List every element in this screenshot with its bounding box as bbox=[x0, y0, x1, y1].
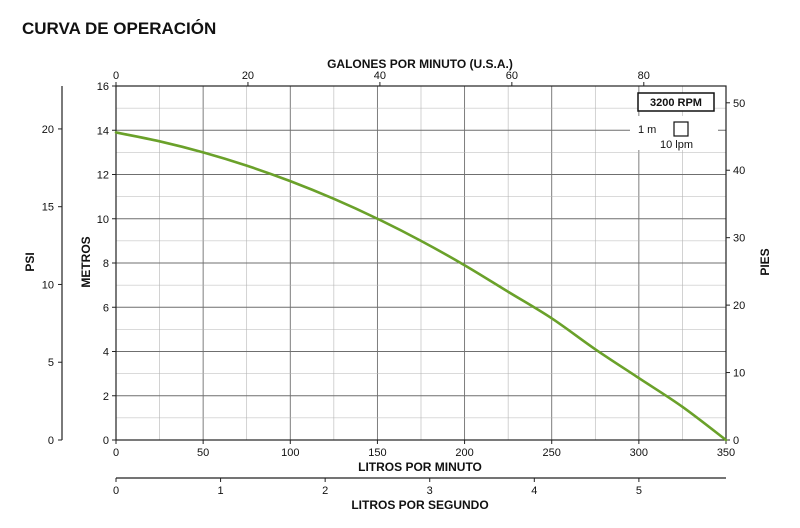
bottom-tick-label: 350 bbox=[717, 447, 735, 459]
left-tick-label: 0 bbox=[103, 435, 109, 447]
bottom-tick-label: 50 bbox=[197, 447, 209, 459]
psi-tick-label: 10 bbox=[42, 279, 54, 291]
bottom-axis-label: LITROS POR MINUTO bbox=[358, 460, 482, 474]
left-tick-label: 12 bbox=[97, 170, 109, 182]
top-tick-label: 80 bbox=[638, 70, 650, 82]
bottom-tick-label: 300 bbox=[630, 447, 648, 459]
bottom-tick-label: 200 bbox=[455, 447, 473, 459]
rpm-label: 3200 RPM bbox=[650, 97, 702, 109]
psi-tick-label: 20 bbox=[42, 124, 54, 136]
bottom-tick-label: 100 bbox=[281, 447, 299, 459]
scale-key-vertical: 1 m bbox=[638, 124, 656, 136]
scale-key: 1 m 10 lpm bbox=[630, 116, 718, 151]
bottom2-tick-label: 4 bbox=[531, 485, 537, 497]
series-line bbox=[114, 131, 728, 442]
bottom2-tick-label: 3 bbox=[427, 485, 433, 497]
top-tick-label: 60 bbox=[506, 70, 518, 82]
scale-key-square bbox=[673, 121, 689, 137]
right-tick-label: 30 bbox=[733, 233, 745, 245]
psi-tick-label: 5 bbox=[48, 357, 54, 369]
left-tick-label: 14 bbox=[97, 125, 109, 137]
left-tick-label: 2 bbox=[103, 391, 109, 403]
bottom-tick-label: 250 bbox=[543, 447, 561, 459]
top-tick-label: 20 bbox=[242, 70, 254, 82]
right-tick-label: 10 bbox=[733, 368, 745, 380]
bottom-tick-label: 0 bbox=[113, 447, 119, 459]
right-tick-label: 20 bbox=[733, 300, 745, 312]
bottom-tick-label: 150 bbox=[368, 447, 386, 459]
axes bbox=[58, 82, 730, 482]
right-tick-label: 0 bbox=[733, 435, 739, 447]
right-tick-label: 50 bbox=[733, 98, 745, 110]
top-axis-label: GALONES POR MINUTO (U.S.A.) bbox=[327, 57, 513, 71]
left-axis-label-psi: PSI bbox=[23, 252, 37, 271]
left-tick-label: 10 bbox=[97, 214, 109, 226]
left-axis-label-metros: METROS bbox=[79, 236, 93, 287]
psi-tick-label: 15 bbox=[42, 202, 54, 214]
rpm-badge: 3200 RPM bbox=[637, 92, 715, 112]
right-axis-label-pies: PIES bbox=[758, 248, 772, 275]
bottom2-tick-label: 1 bbox=[218, 485, 224, 497]
left-tick-label: 8 bbox=[103, 258, 109, 270]
bottom2-axis-label: LITROS POR SEGUNDO bbox=[351, 498, 488, 512]
left-tick-label: 6 bbox=[103, 302, 109, 314]
bottom2-tick-label: 2 bbox=[322, 485, 328, 497]
top-tick-label: 40 bbox=[374, 70, 386, 82]
left-tick-label: 4 bbox=[103, 347, 109, 359]
scale-key-horizontal: 10 lpm bbox=[660, 139, 693, 151]
series-group bbox=[114, 131, 728, 442]
bottom2-tick-label: 5 bbox=[636, 485, 642, 497]
right-tick-label: 40 bbox=[733, 165, 745, 177]
left-tick-label: 16 bbox=[97, 81, 109, 93]
chart-title: CURVA DE OPERACIÓN bbox=[22, 19, 216, 38]
bottom2-tick-label: 0 bbox=[113, 485, 119, 497]
top-tick-label: 0 bbox=[113, 70, 119, 82]
psi-tick-label: 0 bbox=[48, 435, 54, 447]
